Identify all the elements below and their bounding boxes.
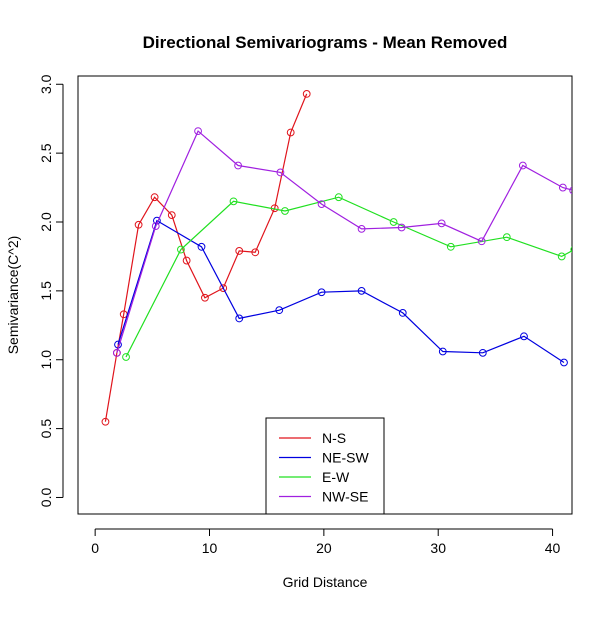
- data-point: [334, 193, 343, 202]
- legend-label: NE-SW: [322, 450, 369, 466]
- y-tick-label: 2.5: [38, 143, 54, 163]
- data-point: [437, 219, 446, 228]
- x-tick-label: 40: [545, 540, 561, 556]
- data-point: [502, 233, 511, 242]
- data-point: [177, 245, 185, 254]
- data-point: [557, 252, 566, 261]
- data-point: [569, 186, 572, 195]
- y-tick-label: 2.0: [38, 212, 54, 232]
- series-line: [117, 219, 565, 364]
- data-point: [167, 211, 176, 220]
- series-ne-sw: [114, 216, 568, 367]
- y-tick-label: 1.5: [38, 281, 54, 301]
- chart-title: Directional Semivariograms - Mean Remove…: [143, 33, 508, 52]
- series-line: [125, 196, 572, 358]
- y-tick-label: 0.5: [38, 419, 54, 439]
- data-point: [235, 314, 244, 323]
- x-tick-label: 20: [316, 540, 332, 556]
- series-n-s: [101, 90, 311, 426]
- data-point: [134, 220, 143, 229]
- data-point: [229, 197, 238, 206]
- y-axis-label: Semivariance(C^2): [5, 236, 21, 355]
- data-point: [558, 183, 567, 192]
- series-e-w: [122, 193, 572, 361]
- data-point: [317, 288, 326, 297]
- x-tick-label: 0: [91, 540, 99, 556]
- y-tick-label: 0.0: [38, 488, 54, 508]
- data-point: [357, 224, 366, 233]
- data-point: [276, 168, 285, 177]
- data-point: [477, 237, 486, 246]
- data-point: [302, 90, 311, 98]
- data-point: [112, 348, 121, 357]
- data-point: [234, 161, 242, 170]
- series-layer: [101, 90, 572, 426]
- legend-label: E-W: [322, 469, 350, 485]
- data-point: [317, 200, 326, 208]
- data-point: [398, 309, 407, 317]
- legend-label: N-S: [322, 430, 346, 446]
- data-point: [389, 218, 398, 226]
- y-axis: 0.0 0.5 1.0 1.5 2.0 2.5 3.0: [38, 74, 64, 508]
- data-point: [570, 246, 572, 253]
- data-point: [219, 284, 228, 293]
- data-point: [357, 286, 366, 295]
- data-point: [194, 127, 202, 135]
- data-point: [446, 242, 455, 251]
- y-tick-label: 3.0: [38, 74, 54, 94]
- data-point: [275, 306, 284, 315]
- series-line: [116, 130, 572, 353]
- x-axis-label: Grid Distance: [283, 574, 368, 590]
- data-point: [520, 332, 528, 341]
- data-point: [281, 207, 289, 215]
- legend-label: NW-SE: [322, 489, 368, 505]
- data-point: [251, 248, 260, 257]
- series-nw-se: [112, 127, 572, 357]
- data-point: [101, 417, 110, 426]
- data-point: [518, 161, 527, 170]
- legend-box: [265, 417, 385, 515]
- legend: N-S NE-SW E-W NW-SE: [265, 417, 385, 515]
- x-tick-label: 10: [202, 540, 218, 556]
- data-point: [397, 223, 406, 232]
- data-point: [478, 348, 487, 357]
- x-axis: 0 10 20 30 40: [91, 528, 561, 556]
- data-point: [122, 353, 130, 361]
- data-point: [438, 347, 447, 356]
- data-point: [560, 358, 568, 367]
- data-point: [197, 242, 206, 251]
- series-line: [104, 93, 308, 422]
- y-tick-label: 1.0: [38, 350, 54, 370]
- data-point: [286, 128, 295, 137]
- x-tick-label: 30: [430, 540, 446, 556]
- data-point: [201, 293, 209, 302]
- data-point: [235, 247, 244, 255]
- data-point: [150, 193, 159, 202]
- data-point: [182, 256, 191, 265]
- data-point: [151, 222, 160, 231]
